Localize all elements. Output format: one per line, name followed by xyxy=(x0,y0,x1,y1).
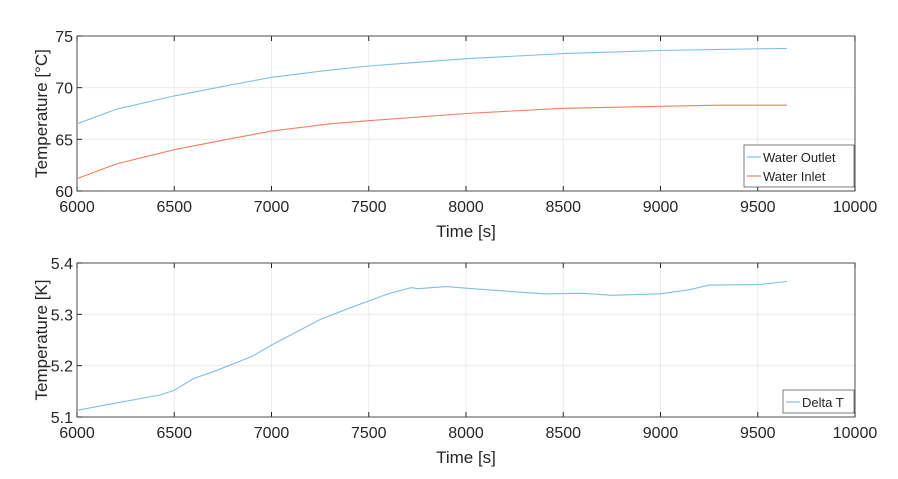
x-tick-label: 6500 xyxy=(156,425,192,442)
series-line-water-inlet xyxy=(76,104,787,180)
y-tick-label: 5.4 xyxy=(51,256,73,273)
legend-box xyxy=(743,144,855,188)
y-tick-label: 75 xyxy=(55,29,73,46)
x-tick-label: 9000 xyxy=(643,199,679,216)
legend-entry: Water Inlet xyxy=(763,169,826,184)
axes-box xyxy=(76,35,856,192)
y-axis-label: Temperature [K] xyxy=(32,280,51,401)
x-tick-label: 10000 xyxy=(833,199,878,216)
x-tick-label: 10000 xyxy=(833,425,878,442)
subplot-2: 6000 6500 7000 7500 8000 8500 9000 9500 10000 5.1… xyxy=(32,256,877,467)
legend-box xyxy=(782,389,855,414)
x-axis-label: Time [s] xyxy=(436,222,496,241)
x-axis-label: Time [s] xyxy=(436,448,496,467)
series-line-water-outlet xyxy=(76,47,787,125)
x-tick-label: 7000 xyxy=(254,425,290,442)
subplot-1: 6000 6500 7000 7500 8000 8500 9000 9500 10000 60 6… xyxy=(32,29,877,241)
y-tick-label: 5.1 xyxy=(51,410,73,427)
y-axis-label: Temperature [°C] xyxy=(32,49,51,178)
x-tick-label: 7500 xyxy=(351,199,387,216)
x-tick-label: 8000 xyxy=(448,425,484,442)
legend-entry: Delta T xyxy=(802,395,844,410)
legend-entry: Water Outlet xyxy=(763,150,836,165)
x-tick-label: 7500 xyxy=(351,425,387,442)
y-tick-label: 60 xyxy=(55,184,73,201)
x-tick-label: 7000 xyxy=(254,199,290,216)
y-tick-label: 70 xyxy=(55,81,73,98)
axes-box xyxy=(76,262,856,418)
x-tick-label: 9000 xyxy=(643,425,679,442)
y-tick-label: 5.2 xyxy=(51,359,73,376)
x-tick-label: 8000 xyxy=(448,199,484,216)
y-tick-label: 65 xyxy=(55,132,73,149)
legend: Water Outlet Water Inlet xyxy=(743,144,855,188)
x-tick-label: 6500 xyxy=(156,199,192,216)
x-tick-label: 8500 xyxy=(545,199,581,216)
x-tick-label: 9500 xyxy=(740,199,776,216)
x-tick-label: 9500 xyxy=(740,425,776,442)
legend: Delta T xyxy=(782,389,855,414)
x-tick-label: 8500 xyxy=(545,425,581,442)
y-tick-label: 5.3 xyxy=(51,307,73,324)
series-line-delta-t xyxy=(76,280,787,411)
x-tick-label: 6000 xyxy=(59,199,95,216)
x-tick-label: 6000 xyxy=(59,425,95,442)
